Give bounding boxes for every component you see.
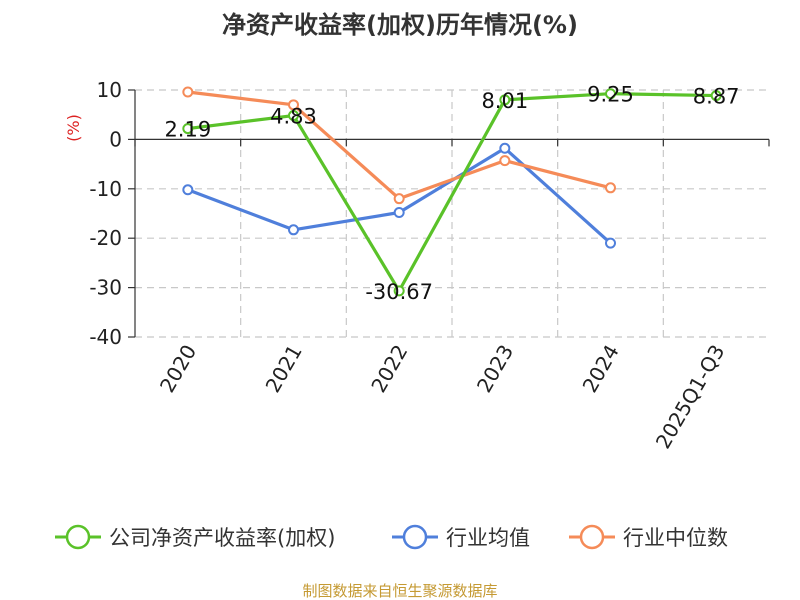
data-point <box>393 207 405 219</box>
x-tick-label: 2021 <box>261 341 307 397</box>
data-point <box>499 142 511 154</box>
y-axis-unit: (%) <box>64 114 83 142</box>
legend-marker <box>579 524 605 550</box>
legend-marker <box>402 524 428 550</box>
source-note: 制图数据来自恒生聚源数据库 <box>302 582 497 600</box>
x-tick-label: 2025Q1-Q3 <box>651 341 730 453</box>
data-label: -30.67 <box>365 280 433 304</box>
y-tick-label: -30 <box>89 276 122 300</box>
data-point <box>710 90 722 102</box>
data-point <box>182 86 194 98</box>
data-point <box>393 193 405 205</box>
series-group <box>182 86 722 297</box>
legend: 公司净资产收益率(加权) 行业均值 行业中位数 <box>55 524 728 550</box>
chart-title: 净资产收益率(加权)历年情况(%) <box>222 11 578 39</box>
y-tick-label: -40 <box>89 325 122 349</box>
data-label: 2.19 <box>164 118 211 142</box>
x-tick-label: 2022 <box>366 341 412 397</box>
y-tick-label: 10 <box>97 78 122 102</box>
data-point <box>182 123 194 135</box>
legend-label: 行业中位数 <box>623 526 728 550</box>
data-point <box>288 224 299 236</box>
data-point <box>499 94 511 106</box>
data-point <box>288 99 299 111</box>
data-point <box>605 88 616 100</box>
data-point <box>605 237 616 249</box>
data-label: 4.83 <box>270 105 317 129</box>
grid-lines <box>135 89 769 338</box>
legend-label: 行业均值 <box>446 526 530 550</box>
data-labels: 2.19 4.83 -30.67 8.01 9.25 8.87 <box>164 83 739 304</box>
y-tick-label: -20 <box>89 226 122 250</box>
legend-marker <box>65 524 91 550</box>
data-label: 9.25 <box>587 83 634 107</box>
x-tick-label: 2023 <box>472 341 518 397</box>
data-point <box>182 184 194 196</box>
x-tick-label: 2024 <box>578 341 624 397</box>
data-label: 8.01 <box>481 89 528 113</box>
series-line <box>187 90 611 201</box>
x-tick-label: 2020 <box>155 341 201 397</box>
legend-label: 公司净资产收益率(加权) <box>109 526 335 550</box>
y-tick-label: 0 <box>109 127 122 151</box>
series-line <box>187 92 717 293</box>
data-point <box>499 155 511 167</box>
data-point <box>393 285 405 297</box>
y-axis-ticks: 10 0 -10 -20 -30 -40 <box>89 78 135 349</box>
data-point <box>288 110 299 122</box>
data-label: 8.87 <box>693 85 740 109</box>
y-tick-label: -10 <box>89 177 122 201</box>
data-point <box>605 182 616 194</box>
